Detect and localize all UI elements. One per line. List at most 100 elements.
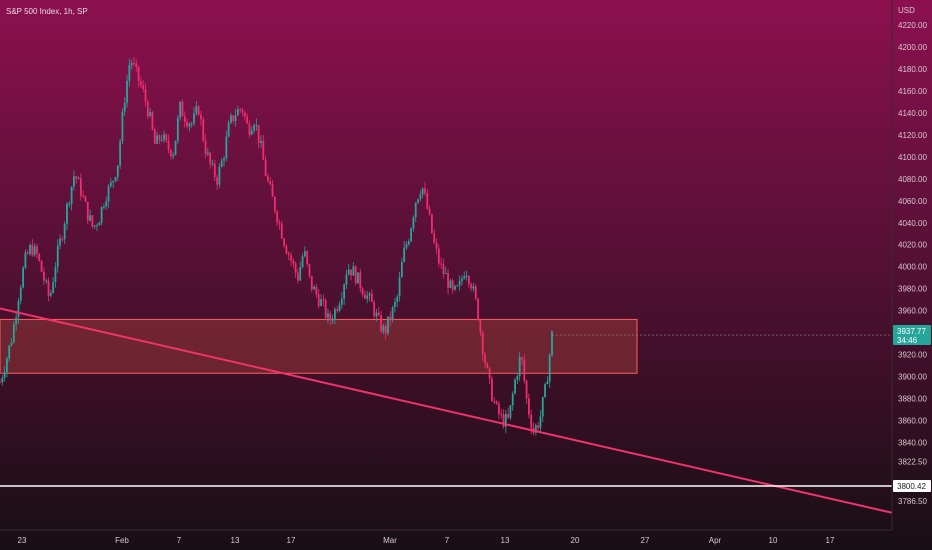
candle[interactable] — [130, 59, 133, 70]
candle[interactable] — [234, 109, 237, 127]
candle[interactable] — [195, 100, 198, 117]
candle[interactable] — [333, 307, 336, 325]
candle[interactable] — [428, 205, 431, 216]
candle[interactable] — [539, 410, 542, 433]
candle[interactable] — [26, 250, 29, 255]
candle[interactable] — [551, 330, 553, 358]
candle[interactable] — [116, 165, 119, 182]
candle[interactable] — [546, 376, 549, 385]
candle[interactable] — [59, 234, 61, 250]
candle[interactable] — [24, 249, 27, 270]
candle[interactable] — [213, 159, 216, 182]
candle[interactable] — [283, 237, 285, 249]
candle[interactable] — [149, 107, 152, 118]
candle[interactable] — [84, 195, 87, 203]
candle[interactable] — [414, 202, 417, 222]
candle[interactable] — [387, 316, 389, 336]
candle[interactable] — [260, 135, 262, 148]
candle[interactable] — [216, 174, 219, 190]
candle[interactable] — [521, 356, 523, 366]
candle[interactable] — [8, 344, 11, 362]
candle[interactable] — [461, 275, 463, 286]
candle[interactable] — [310, 275, 313, 293]
candle[interactable] — [0, 378, 1, 384]
candle[interactable] — [193, 107, 195, 127]
candle[interactable] — [368, 291, 371, 302]
candle[interactable] — [38, 252, 41, 263]
candle[interactable] — [172, 152, 175, 160]
candle[interactable] — [484, 352, 486, 368]
candle[interactable] — [158, 134, 161, 145]
candle[interactable] — [511, 391, 514, 411]
candle[interactable] — [42, 267, 45, 285]
candle[interactable] — [290, 251, 292, 267]
candle[interactable] — [82, 190, 85, 198]
candle[interactable] — [396, 294, 399, 308]
candle[interactable] — [292, 258, 295, 269]
candle[interactable] — [303, 246, 306, 258]
candle[interactable] — [320, 294, 322, 307]
candle[interactable] — [181, 99, 184, 117]
candle[interactable] — [63, 221, 66, 244]
candle[interactable] — [504, 409, 507, 434]
candle[interactable] — [350, 269, 352, 281]
candle[interactable] — [426, 189, 429, 210]
candle[interactable] — [33, 243, 36, 257]
candle[interactable] — [133, 56, 135, 68]
candle[interactable] — [170, 148, 172, 160]
candle[interactable] — [509, 404, 512, 421]
candle[interactable] — [306, 250, 309, 268]
candle[interactable] — [447, 268, 449, 295]
candle[interactable] — [151, 111, 154, 131]
candle[interactable] — [6, 356, 8, 378]
candle[interactable] — [93, 225, 96, 229]
candle[interactable] — [126, 74, 128, 108]
candle[interactable] — [354, 265, 357, 286]
candle[interactable] — [255, 118, 258, 131]
candle[interactable] — [294, 261, 297, 278]
candle[interactable] — [225, 130, 228, 162]
candle[interactable] — [19, 284, 22, 305]
candle[interactable] — [389, 310, 392, 327]
candle[interactable] — [486, 361, 489, 369]
candle[interactable] — [91, 214, 94, 229]
candle[interactable] — [264, 155, 267, 177]
candle[interactable] — [516, 374, 519, 385]
candle[interactable] — [366, 290, 369, 304]
candle[interactable] — [232, 114, 235, 124]
candle[interactable] — [403, 241, 406, 263]
candle[interactable] — [218, 163, 221, 188]
candle[interactable] — [364, 290, 366, 299]
candle[interactable] — [336, 306, 339, 314]
candle[interactable] — [273, 195, 276, 214]
candle[interactable] — [474, 284, 477, 301]
candle[interactable] — [313, 284, 316, 290]
candle[interactable] — [271, 179, 274, 197]
candle[interactable] — [544, 382, 546, 398]
candle[interactable] — [419, 190, 422, 202]
candle[interactable] — [70, 186, 73, 211]
candle[interactable] — [100, 206, 103, 226]
candle[interactable] — [137, 65, 140, 88]
candle[interactable] — [493, 396, 496, 405]
candle[interactable] — [98, 221, 101, 226]
candle[interactable] — [301, 253, 304, 269]
candle[interactable] — [197, 104, 200, 116]
candle[interactable] — [139, 76, 142, 88]
candle[interactable] — [10, 337, 13, 347]
candle[interactable] — [433, 228, 436, 245]
candle[interactable] — [361, 286, 364, 298]
candle[interactable] — [442, 258, 445, 279]
candle[interactable] — [167, 134, 170, 154]
candle[interactable] — [96, 223, 98, 231]
candle[interactable] — [36, 243, 38, 259]
candle[interactable] — [163, 130, 165, 143]
candle[interactable] — [430, 213, 433, 234]
candle[interactable] — [17, 297, 20, 324]
candle[interactable] — [440, 257, 443, 269]
candle[interactable] — [236, 105, 239, 116]
candle[interactable] — [454, 285, 456, 291]
candle[interactable] — [352, 262, 355, 276]
candle[interactable] — [449, 278, 452, 289]
candle[interactable] — [112, 180, 115, 189]
